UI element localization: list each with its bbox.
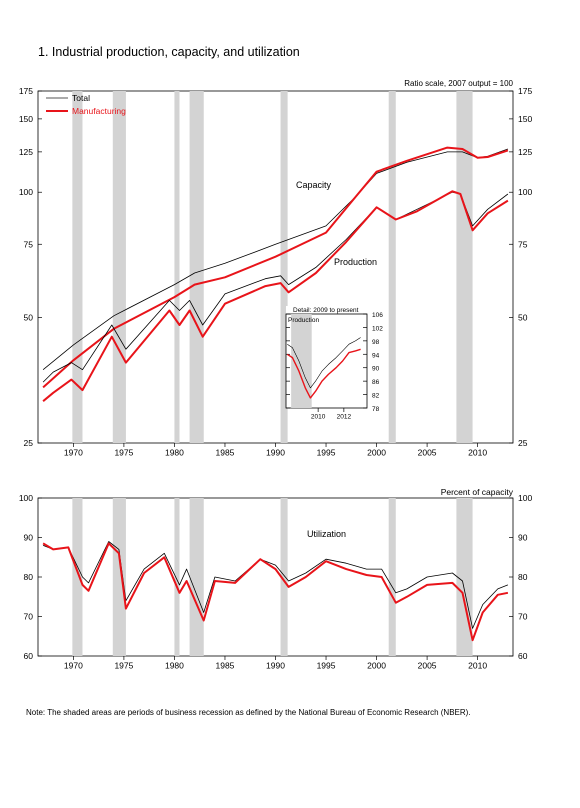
x-tick-label: 1975: [114, 448, 133, 458]
recession-band: [72, 498, 83, 656]
y-tick-label: 25: [518, 438, 528, 448]
recession-band: [72, 91, 83, 443]
x-tick-label: 1990: [266, 661, 285, 671]
recession-band: [112, 91, 126, 443]
x-tick-label: 1970: [64, 661, 83, 671]
y-tick-label: 60: [24, 651, 34, 661]
production-capacity-chart: Ratio scale, 2007 output = 100 25 25 50 50 7…: [19, 79, 533, 458]
production-annotation: Production: [334, 257, 377, 267]
y-tick-label: 70: [518, 612, 528, 622]
y-tick-label: 86: [372, 379, 380, 386]
y-tick-label: 25: [24, 438, 34, 448]
recession-band: [189, 498, 204, 656]
y-tick-label: 75: [24, 239, 34, 249]
ratio-scale-note: Ratio scale, 2007 output = 100: [404, 79, 513, 88]
recession-note: Note: The shaded areas are periods of bu…: [26, 708, 471, 717]
x-tick-label: 2005: [418, 661, 437, 671]
detail-inset-chart: 78 82 86 90 94 98 102 106 2010 2012 Detail: 2009 …: [285, 306, 383, 421]
y-tick-label: 175: [518, 86, 532, 96]
production-axes: 25 25 50 50 75 75 100 100 125 125 150 150 175 175 1970…: [19, 86, 533, 458]
total-line: [42, 541, 509, 629]
manufacturing-line: [42, 542, 509, 642]
x-tick-label: 1995: [317, 661, 336, 671]
recession-band: [456, 91, 473, 443]
y-tick-label: 125: [19, 147, 33, 157]
production-plot-area: [42, 91, 509, 443]
x-tick-label: 1975: [114, 661, 133, 671]
y-tick-label: 90: [24, 533, 34, 543]
y-tick-label: 90: [518, 533, 528, 543]
y-tick-label: 100: [19, 493, 33, 503]
y-tick-label: 50: [24, 313, 34, 323]
y-tick-label: 100: [518, 493, 532, 503]
x-tick-label: 2010: [468, 448, 487, 458]
manufacturing-line: [286, 348, 361, 399]
production-manufacturing-line: [42, 190, 509, 402]
legend-manufacturing-label: Manufacturing: [72, 106, 126, 116]
utilization-axes: 60 60 70 70 80 80 90 90 100 100 1970 1975 1980 1985 19…: [19, 493, 533, 671]
y-tick-label: 150: [518, 114, 532, 124]
inset-title: Detail: 2009 to present: [293, 307, 359, 314]
capacity-total-line: [42, 148, 509, 371]
x-tick-label: 2012: [337, 414, 352, 421]
total-line: [287, 337, 361, 389]
y-tick-label: 150: [19, 114, 33, 124]
recession-band: [112, 498, 126, 656]
y-tick-label: 106: [372, 312, 383, 319]
x-tick-label: 1980: [165, 661, 184, 671]
recession-band: [291, 314, 312, 408]
figure-title: 1. Industrial production, capacity, and …: [38, 45, 300, 59]
x-tick-label: 1985: [216, 661, 235, 671]
y-tick-label: 70: [24, 612, 34, 622]
x-tick-label: 1990: [266, 448, 285, 458]
recession-band: [174, 91, 180, 443]
inset-axes: 78 82 86 90 94 98 102 106 2010 2012: [285, 312, 383, 421]
x-tick-label: 2005: [418, 448, 437, 458]
plot-frame: [37, 497, 514, 657]
recession-band: [174, 498, 180, 656]
recession-band: [280, 91, 288, 443]
x-tick-label: 1995: [317, 448, 336, 458]
y-tick-label: 100: [19, 187, 33, 197]
y-tick-label: 98: [372, 339, 380, 346]
y-tick-label: 82: [372, 393, 380, 400]
y-tick-label: 90: [372, 366, 380, 373]
y-tick-label: 175: [19, 86, 33, 96]
utilization-annotation: Utilization: [307, 529, 346, 539]
x-tick-label: 2010: [468, 661, 487, 671]
x-tick-label: 1980: [165, 448, 184, 458]
x-tick-label: 1970: [64, 448, 83, 458]
plot-frame: [37, 90, 514, 444]
y-tick-label: 60: [518, 651, 528, 661]
inset-plot-area: [286, 314, 361, 408]
legend-total-label: Total: [72, 93, 90, 103]
y-tick-label: 125: [518, 147, 532, 157]
y-tick-label: 100: [518, 187, 532, 197]
x-tick-label: 1985: [216, 448, 235, 458]
y-tick-label: 78: [372, 406, 380, 413]
x-tick-label: 2000: [367, 661, 386, 671]
legend: Total Manufacturing: [46, 93, 126, 116]
percent-of-capacity-note: Percent of capacity: [441, 487, 514, 497]
y-tick-label: 80: [24, 572, 34, 582]
capacity-annotation: Capacity: [296, 180, 332, 190]
inset-ylabel: Production: [288, 317, 319, 324]
recession-band: [189, 91, 204, 443]
y-tick-label: 75: [518, 239, 528, 249]
x-tick-label: 2010: [311, 414, 326, 421]
plot-frame: [285, 313, 368, 409]
capacity-manufacturing-line: [42, 146, 509, 389]
utilization-plot-area: [42, 498, 509, 656]
recession-band: [280, 498, 288, 656]
y-tick-label: 50: [518, 313, 528, 323]
recession-band: [388, 91, 396, 443]
utilization-chart: Percent of capacity 60 60 70 70 80 80 90 90 100 1…: [19, 487, 533, 671]
y-tick-label: 102: [372, 325, 383, 332]
x-tick-label: 2000: [367, 448, 386, 458]
recession-band: [388, 498, 396, 656]
y-tick-label: 94: [372, 352, 380, 359]
y-tick-label: 80: [518, 572, 528, 582]
